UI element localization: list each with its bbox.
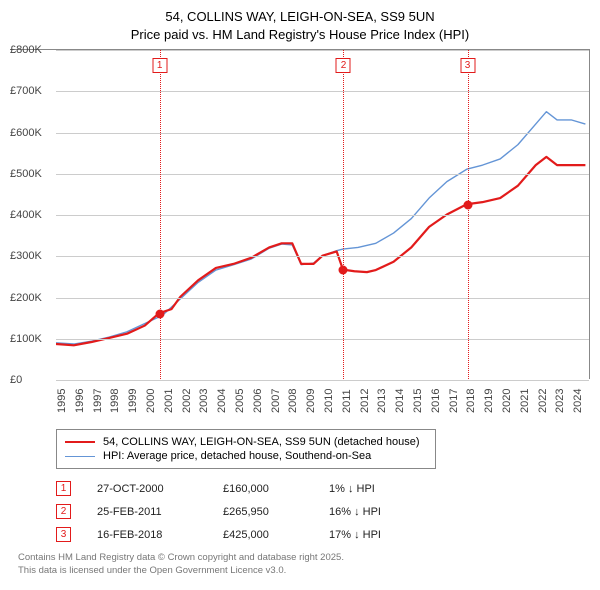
chart-title: 54, COLLINS WAY, LEIGH-ON-SEA, SS9 5UN P…: [10, 8, 590, 43]
y-tick-label: £0: [10, 374, 54, 386]
x-tick-label: 2018: [465, 383, 483, 419]
legend-swatch-blue: [65, 456, 95, 457]
event-marker-box: 3: [460, 58, 475, 73]
title-subtitle: Price paid vs. HM Land Registry's House …: [10, 26, 590, 44]
x-tick-label: 2009: [305, 383, 323, 419]
x-tick-label: 2024: [572, 383, 590, 419]
events-table: 1 27-OCT-2000 £160,000 1% ↓ HPI 2 25-FEB-2011…: [56, 477, 590, 546]
chart-container: 54, COLLINS WAY, LEIGH-ON-SEA, SS9 5UN P…: [0, 0, 600, 590]
y-tick-label: £100K: [10, 333, 54, 345]
x-tick-label: 2015: [412, 383, 430, 419]
event-hpi: 17% ↓ HPI: [329, 529, 419, 541]
legend-row-price-paid: 54, COLLINS WAY, LEIGH-ON-SEA, SS9 5UN (…: [65, 435, 427, 449]
x-tick-label: 2002: [181, 383, 199, 419]
x-tick-label: 2010: [323, 383, 341, 419]
x-tick-label: 2014: [394, 383, 412, 419]
x-tick-label: 2017: [448, 383, 466, 419]
y-tick-label: £300K: [10, 250, 54, 262]
x-tick-label: 1996: [74, 383, 92, 419]
attribution-line2: This data is licensed under the Open Gov…: [18, 565, 590, 578]
legend-row-hpi: HPI: Average price, detached house, Sout…: [65, 449, 427, 463]
x-tick-label: 2022: [537, 383, 555, 419]
gridline: [56, 133, 589, 134]
title-address: 54, COLLINS WAY, LEIGH-ON-SEA, SS9 5UN: [10, 8, 590, 26]
series-hpi: [56, 112, 585, 344]
x-tick-label: 2019: [483, 383, 501, 419]
gridline: [56, 91, 589, 92]
event-price: £160,000: [223, 483, 303, 495]
x-axis-ticks: 1995199619971998199920002001200220032004…: [56, 383, 590, 419]
y-tick-label: £400K: [10, 209, 54, 221]
x-tick-label: 2004: [216, 383, 234, 419]
event-num: 3: [56, 527, 71, 542]
x-tick-label: 2006: [252, 383, 270, 419]
legend-label-price-paid: 54, COLLINS WAY, LEIGH-ON-SEA, SS9 5UN (…: [103, 436, 420, 448]
gridline: [56, 215, 589, 216]
y-tick-label: £700K: [10, 85, 54, 97]
event-date: 16-FEB-2018: [97, 529, 197, 541]
legend-label-hpi: HPI: Average price, detached house, Sout…: [103, 450, 371, 462]
event-marker-box: 1: [152, 58, 167, 73]
x-tick-label: 2008: [287, 383, 305, 419]
event-marker-box: 2: [336, 58, 351, 73]
x-tick-label: 2020: [501, 383, 519, 419]
event-num: 1: [56, 481, 71, 496]
gridline: [56, 256, 589, 257]
legend-swatch-red: [65, 441, 95, 443]
event-dot: [339, 266, 348, 275]
x-tick-label: 2007: [270, 383, 288, 419]
event-row: 3 16-FEB-2018 £425,000 17% ↓ HPI: [56, 523, 590, 546]
series-price_paid: [56, 157, 585, 345]
event-hpi: 16% ↓ HPI: [329, 506, 419, 518]
x-tick-label: 2023: [554, 383, 572, 419]
y-tick-label: £600K: [10, 127, 54, 139]
attribution-text: Contains HM Land Registry data © Crown c…: [18, 552, 590, 578]
gridline: [56, 298, 589, 299]
y-tick-label: £800K: [10, 44, 54, 56]
x-tick-label: 2013: [376, 383, 394, 419]
x-tick-label: 2003: [198, 383, 216, 419]
event-price: £265,950: [223, 506, 303, 518]
x-tick-label: 2012: [359, 383, 377, 419]
x-tick-label: 2001: [163, 383, 181, 419]
event-vline: [343, 50, 344, 379]
gridline: [56, 339, 589, 340]
x-tick-label: 2016: [430, 383, 448, 419]
y-tick-label: £500K: [10, 168, 54, 180]
attribution-line1: Contains HM Land Registry data © Crown c…: [18, 552, 590, 565]
x-tick-label: 1999: [127, 383, 145, 419]
plot-region: £0£100K£200K£300K£400K£500K£600K£700K£80…: [56, 50, 589, 379]
x-tick-label: 1997: [92, 383, 110, 419]
event-dot: [463, 200, 472, 209]
event-row: 1 27-OCT-2000 £160,000 1% ↓ HPI: [56, 477, 590, 500]
x-tick-label: 2000: [145, 383, 163, 419]
chart-area: £0£100K£200K£300K£400K£500K£600K£700K£80…: [10, 49, 590, 379]
x-tick-label: 2021: [519, 383, 537, 419]
event-date: 27-OCT-2000: [97, 483, 197, 495]
event-hpi: 1% ↓ HPI: [329, 483, 419, 495]
x-tick-label: 1998: [109, 383, 127, 419]
event-date: 25-FEB-2011: [97, 506, 197, 518]
event-price: £425,000: [223, 529, 303, 541]
gridline: [56, 50, 589, 51]
gridline: [56, 174, 589, 175]
event-num: 2: [56, 504, 71, 519]
event-vline: [468, 50, 469, 379]
x-tick-label: 1995: [56, 383, 74, 419]
gridline: [56, 380, 589, 381]
y-tick-label: £200K: [10, 292, 54, 304]
legend-box: 54, COLLINS WAY, LEIGH-ON-SEA, SS9 5UN (…: [56, 429, 436, 469]
event-row: 2 25-FEB-2011 £265,950 16% ↓ HPI: [56, 500, 590, 523]
x-tick-label: 2005: [234, 383, 252, 419]
event-vline: [160, 50, 161, 379]
x-tick-label: 2011: [341, 383, 359, 419]
event-dot: [155, 310, 164, 319]
